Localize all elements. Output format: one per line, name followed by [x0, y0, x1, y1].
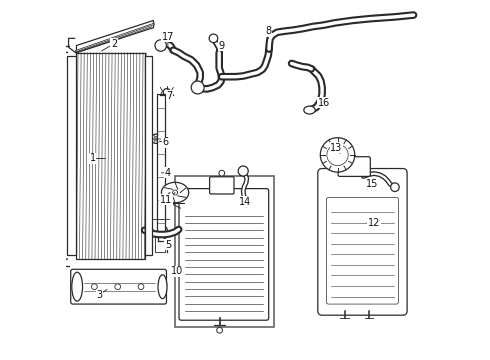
Text: 17: 17: [162, 32, 174, 45]
Circle shape: [172, 190, 177, 195]
Bar: [175, 176, 274, 327]
Text: 1: 1: [90, 153, 105, 163]
FancyBboxPatch shape: [71, 269, 167, 304]
Circle shape: [217, 327, 222, 333]
Bar: [68, 56, 76, 255]
FancyBboxPatch shape: [326, 198, 398, 304]
Text: 4: 4: [161, 168, 171, 178]
Circle shape: [191, 81, 204, 94]
Text: 6: 6: [159, 138, 169, 147]
Text: 13: 13: [330, 143, 343, 153]
Text: 8: 8: [265, 26, 271, 39]
Circle shape: [327, 144, 348, 166]
Text: 7: 7: [166, 91, 173, 101]
Text: 15: 15: [366, 179, 378, 189]
Text: 16: 16: [315, 98, 330, 108]
Ellipse shape: [72, 272, 82, 301]
Circle shape: [163, 89, 171, 96]
Ellipse shape: [304, 106, 315, 114]
Bar: [145, 56, 152, 255]
Circle shape: [209, 34, 218, 42]
Text: 3: 3: [97, 289, 107, 300]
Circle shape: [92, 284, 97, 289]
Text: 10: 10: [171, 266, 183, 276]
FancyBboxPatch shape: [338, 157, 370, 176]
Circle shape: [238, 166, 248, 176]
Circle shape: [242, 198, 250, 207]
Circle shape: [154, 136, 158, 141]
Circle shape: [155, 40, 167, 51]
Bar: [76, 53, 145, 259]
Text: 11: 11: [160, 193, 175, 205]
Circle shape: [151, 134, 161, 143]
Circle shape: [157, 226, 168, 236]
Circle shape: [115, 284, 121, 289]
Circle shape: [138, 284, 144, 289]
Ellipse shape: [158, 275, 167, 298]
FancyBboxPatch shape: [210, 177, 234, 194]
Bar: [157, 94, 166, 237]
FancyBboxPatch shape: [318, 168, 407, 315]
Bar: [155, 237, 166, 252]
Text: 12: 12: [367, 218, 380, 228]
Circle shape: [160, 228, 165, 233]
Text: 9: 9: [219, 41, 225, 51]
Circle shape: [320, 138, 355, 172]
Polygon shape: [76, 21, 153, 53]
Text: 14: 14: [239, 196, 251, 207]
Circle shape: [219, 170, 225, 176]
Text: 2: 2: [101, 39, 117, 51]
Circle shape: [391, 183, 399, 192]
Text: 5: 5: [164, 237, 171, 249]
FancyBboxPatch shape: [179, 189, 269, 320]
Ellipse shape: [161, 182, 189, 203]
